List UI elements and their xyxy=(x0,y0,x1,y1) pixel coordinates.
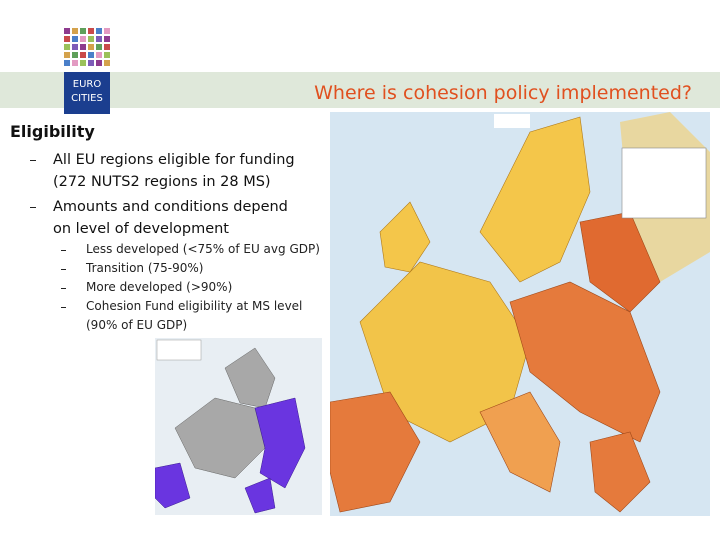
logo-square xyxy=(80,60,86,66)
logo-square xyxy=(104,28,110,34)
bullet-text: Less developed (<75% of EU avg GDP) xyxy=(86,242,320,256)
cohesion-map xyxy=(155,338,322,515)
eu-map xyxy=(330,112,710,516)
bullet-text: Amounts and conditions depend xyxy=(53,199,288,215)
logo-text: CITIES xyxy=(71,93,103,104)
logo-square xyxy=(72,36,78,42)
slide-title: Where is cohesion policy implemented? xyxy=(314,82,692,104)
logo-square xyxy=(72,44,78,50)
logo-square xyxy=(72,28,78,34)
bullet-text: Cohesion Fund eligibility at MS level xyxy=(86,299,303,313)
logo-square xyxy=(88,52,94,58)
logo-square xyxy=(88,28,94,34)
bullet-dash xyxy=(30,207,36,208)
bullet-dash xyxy=(30,160,36,161)
logo-square xyxy=(96,44,102,50)
bullet-text: (272 NUTS2 regions in 28 MS) xyxy=(53,174,271,190)
logo: EURO CITIES xyxy=(64,72,110,114)
logo-square xyxy=(104,60,110,66)
bullet-text: (90% of EU GDP) xyxy=(86,318,188,332)
logo-square xyxy=(96,28,102,34)
logo-square xyxy=(64,28,70,34)
logo-square xyxy=(88,60,94,66)
bullet-text: Transition (75-90%) xyxy=(86,261,204,275)
logo-square xyxy=(96,60,102,66)
logo-square xyxy=(96,52,102,58)
bullet-dash xyxy=(61,268,66,270)
logo-text: EURO xyxy=(72,79,102,90)
logo-square xyxy=(64,60,70,66)
bullet-text: on level of development xyxy=(53,221,229,237)
section-heading: Eligibility xyxy=(10,122,95,141)
logo-square xyxy=(80,44,86,50)
bullet-text: All EU regions eligible for funding xyxy=(53,152,295,168)
logo-square xyxy=(104,52,110,58)
logo-square xyxy=(72,52,78,58)
logo-square xyxy=(64,52,70,58)
logo-square xyxy=(96,36,102,42)
logo-square xyxy=(64,36,70,42)
logo-square xyxy=(104,44,110,50)
logo-square xyxy=(80,52,86,58)
logo-square xyxy=(64,44,70,50)
title-bar xyxy=(0,72,720,108)
logo-square xyxy=(104,36,110,42)
bullet-dash xyxy=(61,249,66,251)
logo-squares xyxy=(64,28,110,66)
logo-square xyxy=(88,44,94,50)
logo-square xyxy=(88,36,94,42)
logo-square xyxy=(80,36,86,42)
logo-square xyxy=(72,60,78,66)
bullet-dash xyxy=(61,287,66,289)
logo-square xyxy=(80,28,86,34)
bullet-dash xyxy=(61,306,66,308)
bullet-text: More developed (>90%) xyxy=(86,280,233,294)
